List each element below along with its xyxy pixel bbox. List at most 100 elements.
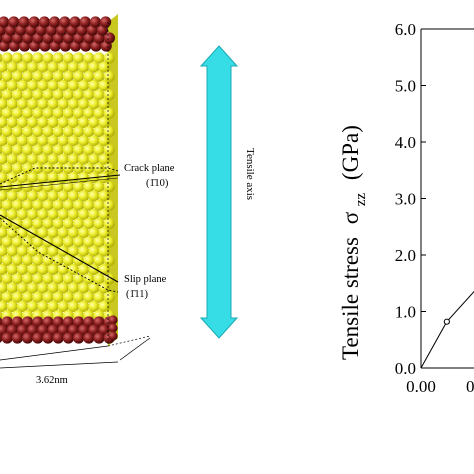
y-axis-label-main: Tensile stress [338,237,363,360]
atom-yellow [6,190,18,202]
atom-yellow [32,236,44,248]
atom-yellow [67,282,80,294]
atom-yellow [62,144,74,156]
slip-plane-index: (1̄11) [126,289,148,300]
atom-red [93,332,105,344]
atom-red [73,332,85,344]
atom-yellow [83,181,95,193]
atom-yellow [0,116,8,128]
atom-yellow [83,89,95,101]
atom-yellow [83,107,95,119]
atom-red [38,16,51,28]
atom-yellow [93,291,105,303]
atom-yellow [78,153,90,165]
atom-yellow [6,135,18,147]
atom-yellow [1,162,13,174]
crack-plane-lines [0,167,121,191]
atom-yellow [0,190,8,202]
atom-red [28,16,40,28]
atom-yellow [83,70,95,82]
atom-yellow [42,181,54,193]
atom-yellow [22,218,34,230]
atom-red [59,16,71,28]
data-point-marker [443,318,450,325]
atom-yellow [78,61,90,73]
atom-yellow [1,254,13,266]
atomic-model-block [0,14,118,346]
atom-yellow [0,237,3,247]
atom-yellow [37,98,49,110]
atom-yellow [78,264,90,276]
x-ticks: 0.00 0 [406,377,474,396]
atom-yellow [93,107,105,119]
atom-yellow [103,52,115,64]
atom-yellow [0,145,3,155]
atom-red [18,16,30,28]
atom-red [8,16,20,28]
atom-yellow [93,52,105,64]
atom-red [42,316,54,328]
atom-yellow [37,282,49,294]
atom-yellow [11,181,23,193]
atom-yellow [103,107,115,119]
atom-yellow [32,89,44,101]
atom-yellow [42,144,54,156]
atom-red [27,324,39,336]
atom-yellow [0,245,8,257]
atom-yellow [0,172,8,184]
atom-yellow [47,116,59,128]
atom-yellow [16,190,29,202]
atom-yellow [32,291,44,303]
atom-yellow [0,300,8,312]
atom-yellow [11,52,23,64]
atom-yellow [27,153,39,165]
atom-red [0,16,10,28]
atom-yellow [83,236,95,248]
atom-yellow [83,52,95,64]
atom-yellow [22,162,34,174]
atom-yellow [47,282,59,294]
atom-yellow [42,218,54,230]
atom-yellow [98,300,110,312]
atom-yellow [98,282,110,294]
atom-red [83,316,95,328]
atom-yellow [62,126,74,138]
y-axis-label-subscript: zz [353,192,369,206]
atom-yellow [98,80,110,92]
atom-yellow [0,292,3,302]
atom-yellow [22,70,34,82]
atom-yellow [57,98,69,110]
atom-yellow [11,70,23,82]
atom-yellow [73,144,85,156]
atom-yellow [103,254,115,266]
atom-yellow [103,199,115,211]
atom-yellow [93,144,105,156]
atom-red [0,333,3,343]
atom-yellow [78,172,90,184]
atom-yellow [52,107,64,119]
atom-yellow [47,172,59,184]
atom-yellow [0,200,3,210]
x-tick-label: 0.00 [406,377,436,396]
atom-red [0,317,3,327]
atom-yellow [0,274,3,284]
atom-yellow [62,218,74,230]
atom-yellow [78,300,90,312]
atom-red [69,16,81,28]
atom-yellow [0,227,8,239]
atom-yellow [52,236,64,248]
atom-yellow [52,144,64,156]
atom-yellow [103,70,115,82]
atom-yellow [37,172,49,184]
atom-yellow [98,227,110,239]
atom-yellow [73,89,85,101]
atom-red [6,324,18,336]
atom-yellow [42,107,54,119]
atom-yellow [22,254,34,266]
atom-red [47,324,59,336]
atom-yellow [73,126,85,138]
atom-yellow [16,61,29,73]
slip-plane-label: Slip plane [124,274,167,285]
atom-yellow [103,236,115,248]
atom-red [88,324,100,336]
